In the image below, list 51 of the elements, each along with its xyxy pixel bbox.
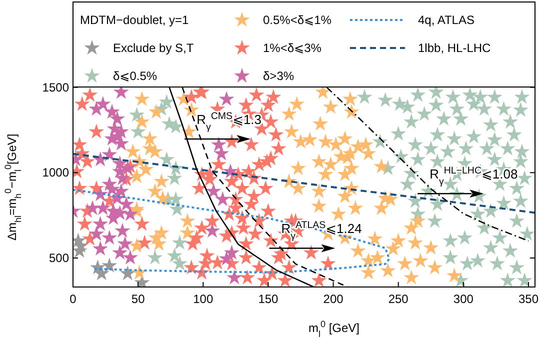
point <box>95 200 111 215</box>
legend-label: δ⩽0.5% <box>113 69 158 83</box>
point <box>92 240 108 256</box>
x-tick-label: 0 <box>70 292 77 306</box>
line-series <box>73 152 535 214</box>
point <box>122 250 138 264</box>
point <box>88 226 104 241</box>
point <box>226 270 242 284</box>
point <box>206 183 222 198</box>
point <box>222 163 238 178</box>
x-tick-label: 50 <box>131 292 146 306</box>
point <box>73 238 89 253</box>
legend-label: 1lbb, HL-LHC <box>418 41 492 55</box>
point <box>104 104 120 119</box>
y-tick-label: 1500 <box>42 80 70 94</box>
y-tick-label: 1000 <box>42 166 70 180</box>
y-tick-label: 500 <box>48 250 70 265</box>
point <box>120 266 136 280</box>
point <box>214 146 230 160</box>
point <box>122 206 138 221</box>
x-tick-label: 250 <box>388 292 409 306</box>
point <box>214 191 230 206</box>
point <box>84 200 100 215</box>
x-tick-label: 350 <box>518 292 539 306</box>
point <box>109 110 126 126</box>
x-tick-label: 100 <box>193 292 214 306</box>
point <box>114 222 130 238</box>
point <box>117 236 133 251</box>
x-axis-title: m$_{l}$$^{0}$ [GeV] <box>308 319 360 339</box>
point <box>92 216 108 231</box>
annotation: R$_{γ}$$^{HL−LHC}$⩽1.08 <box>430 165 518 188</box>
legend-label: δ>3% <box>263 69 294 83</box>
legend-label: 4q, ATLAS <box>418 13 474 27</box>
point <box>114 170 130 186</box>
point <box>95 96 111 111</box>
point <box>204 222 220 238</box>
point <box>112 244 128 260</box>
point <box>104 181 120 196</box>
x-tick-label: 300 <box>453 292 474 306</box>
legend-label: 0.5%<δ⩽1% <box>263 13 332 27</box>
point <box>224 244 240 260</box>
legend-label: 1%<δ⩽3% <box>263 41 322 55</box>
point <box>102 230 118 245</box>
point <box>218 91 234 106</box>
point <box>94 266 110 280</box>
legend-title: MDTM−doublet, y=1 <box>80 13 190 27</box>
legend-label: Exclude by S,T <box>113 41 194 55</box>
x-tick-label: 150 <box>258 292 279 306</box>
point <box>102 146 118 162</box>
point <box>218 250 234 266</box>
x-tick-label: 200 <box>323 292 344 306</box>
